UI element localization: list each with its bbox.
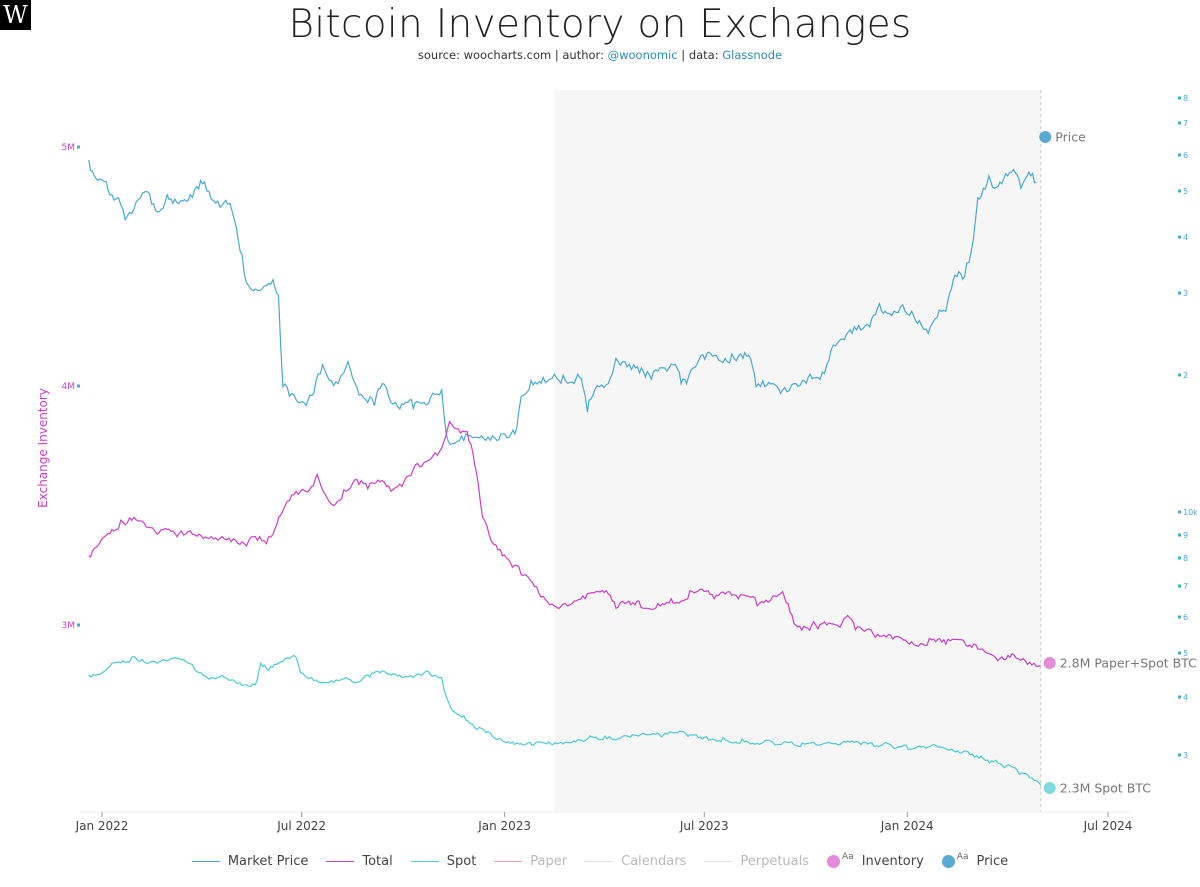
right-tick-label: 4 [1183,233,1188,242]
right-tick-mark [1178,695,1181,699]
right-tick-mark [1178,533,1181,537]
right-tick-label: 8 [1183,94,1188,103]
right-tick-label: 9 [1183,531,1188,540]
right-tick-label: 4 [1183,693,1188,702]
data-prefix-text: | data: [677,48,723,62]
price-end-label: Price [1055,130,1086,145]
author-link[interactable]: @woonomic [607,48,678,62]
spot-end-label: 2.3M Spot BTC [1060,781,1152,796]
right-tick-label: 7 [1183,119,1188,128]
legend-swatch-line [410,860,439,862]
x-tick-label: Jul 2022 [276,819,326,833]
legend-item-calendars[interactable]: Calendars [585,854,686,869]
right-tick-label: 5 [1183,187,1188,196]
legend-item-price[interactable]: Aa Price [941,852,1009,869]
right-tick-label: 8 [1183,554,1188,563]
x-tick-label: Jul 2024 [1083,819,1133,833]
legend-label: Total [362,853,393,869]
x-tick-label: Jan 2022 [75,819,129,833]
left-tick-mark [77,145,80,149]
series-line-total [88,420,1041,668]
series-end-dot [1039,131,1052,143]
total-end-label: 2.8M Paper+Spot BTC [1060,656,1197,671]
legend-item-inventory[interactable]: Aa Inventory [827,852,924,869]
right-tick-mark [1178,556,1181,560]
series-end-dot [1043,657,1056,669]
right-tick-label: 6 [1183,613,1188,622]
left-tick-mark [77,384,80,388]
right-tick-mark [1178,373,1181,377]
legend-label: Inventory [861,853,924,869]
legend-item-perpetuals[interactable]: Perpetuals [704,854,809,869]
right-tick-mark [1178,235,1181,239]
right-tick-mark [1178,753,1181,757]
chart-title: Bitcoin Inventory on Exchanges [288,2,912,47]
right-tick-mark [1178,96,1181,100]
right-tick-label: 10k [1183,508,1198,517]
legend-item-paper[interactable]: Paper [494,854,567,869]
right-tick-mark [1178,189,1181,193]
right-tick-label: 2 [1183,371,1188,380]
legend-swatch-dot [827,854,841,868]
left-tick-label: 3M [62,621,76,631]
right-tick-label: 5 [1183,649,1188,658]
right-tick-label: 6 [1183,151,1188,160]
legend-label: Calendars [621,853,687,869]
right-tick-mark [1178,121,1181,125]
right-tick-mark [1178,615,1181,619]
legend-swatch-dot [941,854,955,868]
chart-legend: Market Price Total Spot Paper Calendars Perpe… [0,851,1200,871]
legend-swatch-line [326,860,355,862]
legend-item-spot[interactable]: Spot [410,853,477,869]
left-tick-label: 4M [62,382,76,392]
legend-swatch-line [585,860,614,862]
right-tick-mark [1178,584,1181,588]
highlight-region [554,90,1041,812]
legend-swatch-line [191,860,220,862]
legend-aa-glyph: Aa [842,852,854,862]
legend-swatch-line [704,860,733,862]
right-tick-label: 3 [1183,751,1188,760]
series-line-spot [88,654,1042,786]
left-tick-label: 5M [62,143,76,153]
right-tick-mark [1178,510,1181,514]
right-tick-label: 3 [1183,289,1188,298]
series-line-market-price [88,159,1037,446]
legend-label: Paper [530,853,568,869]
data-source-link[interactable]: Glassnode [722,48,783,62]
right-tick-mark [1178,291,1181,295]
woocharts-logo: W [0,0,31,30]
chart-subtitle: source: woocharts.com | author: @woonomi… [0,48,1200,62]
x-tick-label: Jan 2023 [477,819,531,833]
right-tick-mark [1178,153,1181,157]
left-tick-mark [77,623,80,627]
legend-item-total[interactable]: Total [326,853,393,869]
legend-aa-glyph: Aa [956,852,969,862]
legend-item-market-price[interactable]: Market Price [191,853,309,869]
legend-label: Perpetuals [740,853,810,869]
legend-label: Price [976,853,1009,869]
legend-label: Market Price [227,853,309,869]
series-end-dot [1043,782,1056,794]
x-tick-label: Jul 2023 [679,819,729,833]
y-axis-label: Exchange Inventory [36,388,50,508]
legend-label: Spot [446,853,477,869]
legend-swatch-line [494,860,523,862]
right-tick-mark [1178,651,1181,655]
right-tick-label: 7 [1183,582,1188,591]
source-text: source: woocharts.com | author: [417,48,608,62]
x-tick-label: Jan 2024 [880,819,934,833]
